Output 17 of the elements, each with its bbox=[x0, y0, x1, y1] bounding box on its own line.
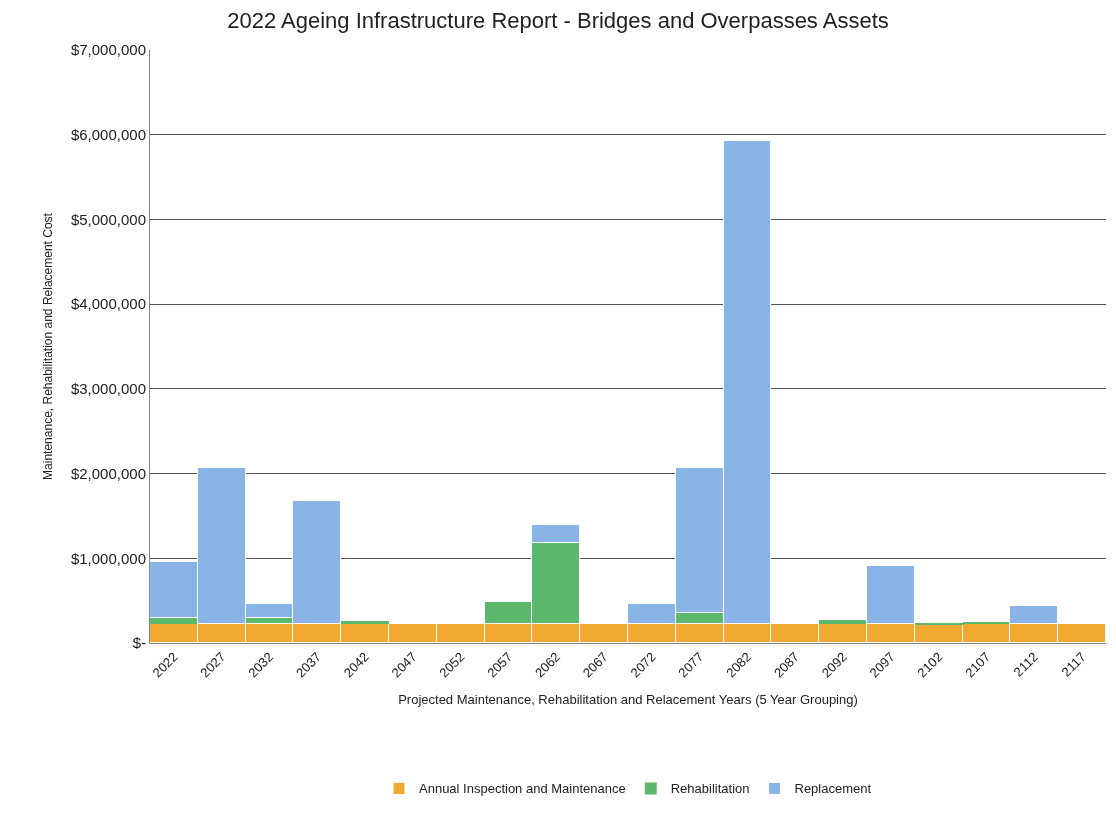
bar bbox=[341, 621, 389, 624]
bar bbox=[819, 620, 867, 624]
chart-title: 2022 Ageing Infrastructure Report - Bridges and Overpasses Assets bbox=[227, 7, 889, 33]
y-tick-label: $5,000,000 bbox=[70, 210, 146, 228]
legend-label: Replacement bbox=[794, 781, 872, 797]
y-tick-label: $4,000,000 bbox=[70, 295, 146, 313]
y-tick-label: $3,000,000 bbox=[70, 380, 146, 398]
x-axis-title: Projected Maintenance, Rehabilitation and Relacement Years (5 Year Grouping) bbox=[398, 691, 858, 707]
y-tick-label: $7,000,000 bbox=[70, 41, 146, 59]
y-tick-label: $- bbox=[132, 634, 146, 652]
legend-label: Rehabilitation bbox=[670, 781, 750, 797]
y-tick-label: $6,000,000 bbox=[70, 125, 146, 143]
bar bbox=[150, 618, 198, 624]
legend-label: Annual Inspection and Maintenance bbox=[419, 781, 626, 797]
y-tick-label: $2,000,000 bbox=[70, 464, 146, 482]
y-axis-title: Maintenance, Rehabilitation and Relacement Cost bbox=[41, 212, 56, 480]
y-tick-label: $1,000,000 bbox=[70, 549, 146, 567]
